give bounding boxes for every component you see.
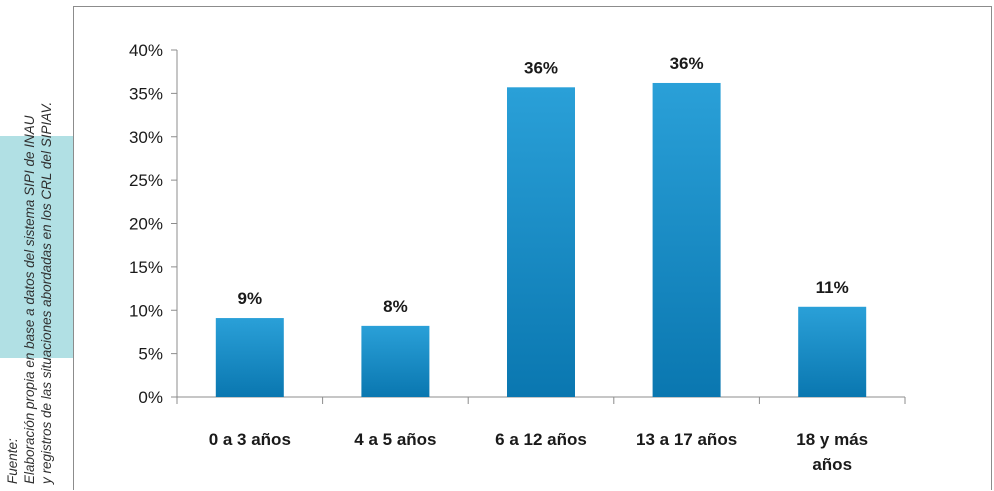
source-text-line-2: y registros de las situaciones abordadas…	[39, 101, 54, 484]
y-tick-label: 25%	[129, 171, 163, 190]
y-tick-label: 15%	[129, 258, 163, 277]
data-label: 9%	[238, 289, 263, 308]
data-label: 36%	[670, 54, 704, 73]
x-category-label: 0 a 3 años	[209, 430, 291, 449]
bar	[798, 306, 867, 397]
bar	[507, 87, 575, 398]
y-tick-label: 20%	[129, 215, 163, 234]
bar	[215, 318, 284, 397]
y-tick-label: 10%	[129, 301, 163, 320]
side-accent-band	[0, 136, 78, 358]
bars	[215, 82, 867, 398]
bar-chart: 0% 5% 10% 15% 20% 25% 30% 35% 40% 9% 0 a 3 años 8% 4…	[129, 41, 906, 474]
x-category-label: 4 a 5 años	[354, 430, 436, 449]
x-category-label: 18 y más	[796, 430, 868, 449]
bar	[652, 82, 721, 397]
y-tick-label: 0%	[138, 388, 163, 407]
x-category-label: años	[812, 455, 852, 474]
data-label: 8%	[383, 297, 408, 316]
y-tick-label: 35%	[129, 84, 163, 103]
source-label: Fuente:	[5, 438, 20, 484]
y-tick-label: 5%	[138, 345, 163, 364]
y-tick-label: 40%	[129, 41, 163, 60]
source-note: Fuente: Elaboración propia en base a dat…	[4, 4, 55, 484]
data-label: 11%	[816, 278, 849, 297]
source-text-line-1: Elaboración propia en base a datos del s…	[22, 115, 37, 484]
bar	[361, 325, 430, 397]
labels: 0% 5% 10% 15% 20% 25% 30% 35% 40% 9% 0 a 3 años 8% 4…	[129, 41, 868, 474]
x-category-label: 6 a 12 años	[495, 430, 587, 449]
x-category-label: 13 a 17 años	[636, 430, 737, 449]
chart-frame: 0% 5% 10% 15% 20% 25% 30% 35% 40% 9% 0 a 3 años 8% 4…	[73, 6, 992, 490]
data-label: 36%	[524, 58, 558, 77]
y-tick-label: 30%	[129, 128, 163, 147]
